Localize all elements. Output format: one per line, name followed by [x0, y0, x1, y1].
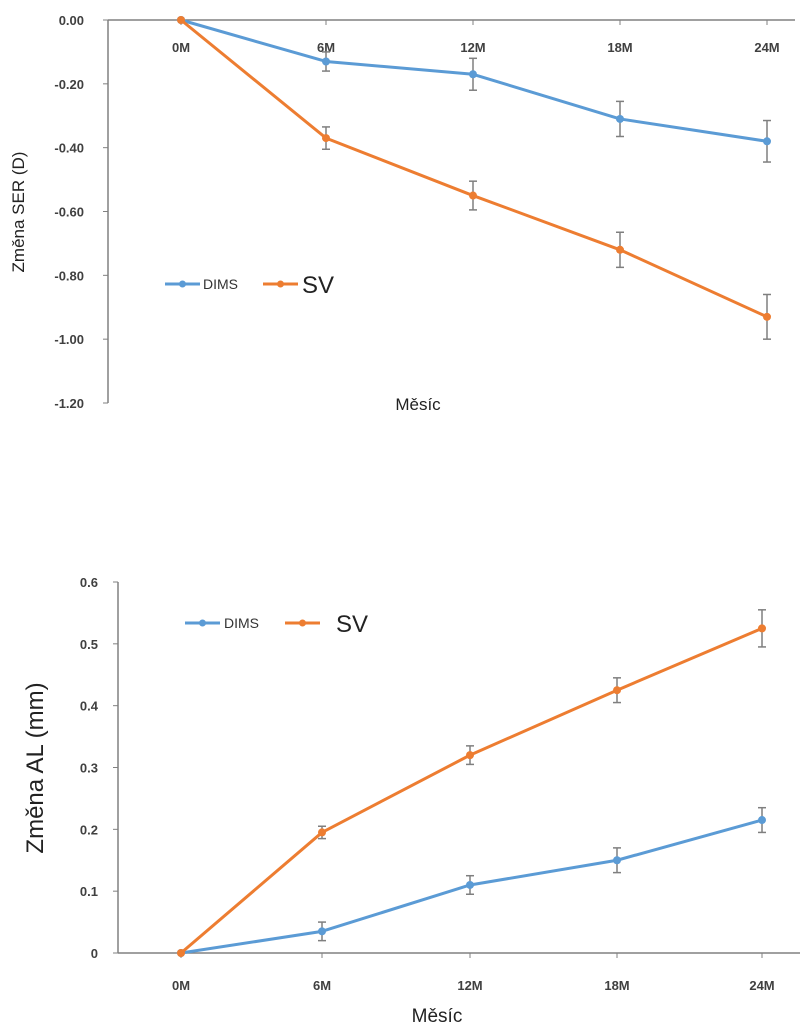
legend-label-sv: SV — [336, 611, 368, 638]
y-tick-label: 0.4 — [80, 699, 99, 714]
data-point-dims — [758, 816, 766, 825]
data-point-sv — [616, 245, 624, 254]
data-point-dims — [322, 57, 330, 66]
data-point-dims — [613, 856, 621, 865]
legend-marker-dims — [199, 619, 206, 627]
series-line-sv — [180, 18, 768, 319]
data-point-dims — [763, 137, 771, 146]
x-category-label: 24M — [754, 40, 779, 55]
y-tick-label: 0.5 — [80, 637, 98, 652]
data-point-sv — [469, 191, 477, 200]
x-category-label: 12M — [460, 40, 485, 55]
y-axis-title: Změna AL (mm) — [22, 682, 49, 853]
al-chart: 0 0.1 0.2 0.3 0.4 0.5 0.6 0M 6M 12M 18M 24M Změna AL… — [22, 575, 800, 1027]
x-category-label: 6M — [313, 978, 331, 993]
data-point-sv — [466, 751, 474, 760]
x-category-label: 24M — [749, 978, 774, 993]
data-point-dims — [466, 880, 474, 889]
y-tick-label: 0.3 — [80, 761, 98, 776]
legend-marker-sv — [277, 280, 284, 288]
legend-label-dims: DIMS — [203, 276, 238, 292]
data-point-sv — [177, 16, 185, 24]
x-category-label: 18M — [607, 40, 632, 55]
y-axis-title: Změna SER (D) — [9, 152, 28, 273]
y-tick-label: -0.60 — [54, 205, 84, 220]
series-line-dims — [180, 18, 768, 143]
y-tick-label: -0.20 — [54, 77, 84, 92]
legend-marker-dims — [179, 280, 186, 288]
y-tick-label: 0.6 — [80, 575, 98, 590]
data-point-dims — [616, 114, 624, 123]
y-tick-label: -0.80 — [54, 268, 84, 283]
data-point-sv — [318, 828, 326, 837]
series-line-sv — [180, 626, 763, 955]
y-tick-label: 0.2 — [80, 822, 98, 837]
x-axis-title: Měsíc — [395, 395, 441, 414]
y-tick-label: 0.00 — [59, 13, 84, 28]
ser-chart: 0.00 -0.20 -0.40 -0.60 -0.80 -1.00 -1.20 0M 6M 12… — [9, 13, 795, 414]
legend-marker-sv — [299, 619, 306, 627]
legend-label-dims: DIMS — [224, 615, 259, 631]
x-category-label: 0M — [172, 40, 190, 55]
data-point-dims — [469, 70, 477, 79]
x-category-label: 6M — [317, 40, 335, 55]
legend-label-sv: SV — [302, 272, 334, 299]
data-point-sv — [322, 134, 330, 143]
data-point-sv — [758, 624, 766, 633]
x-category-label: 12M — [457, 978, 482, 993]
x-category-label: 18M — [604, 978, 629, 993]
x-category-label: 0M — [172, 978, 190, 993]
y-tick-label: 0.1 — [80, 884, 98, 899]
y-tick-label: -0.40 — [54, 141, 84, 156]
data-point-sv — [763, 312, 771, 321]
y-tick-label: -1.20 — [54, 396, 84, 411]
y-tick-label: -1.00 — [54, 332, 84, 347]
x-axis-title: Měsíc — [412, 1006, 463, 1027]
y-tick-label: 0 — [91, 946, 98, 961]
data-point-sv — [177, 949, 185, 957]
data-point-dims — [318, 927, 326, 936]
data-point-sv — [613, 686, 621, 695]
